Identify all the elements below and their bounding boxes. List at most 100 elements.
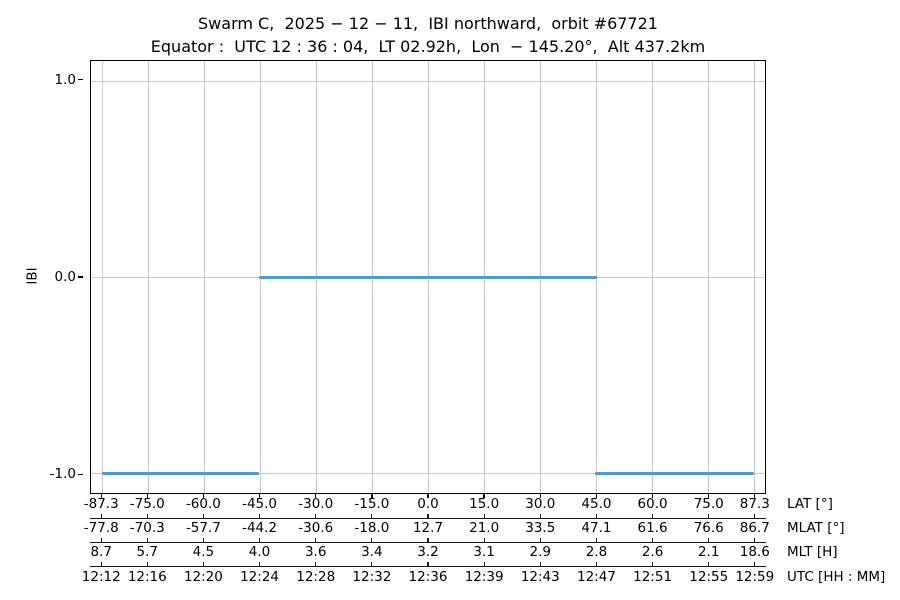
x-tick-label-mlt: 3.1 [473, 544, 495, 560]
x-tick-mark-mlt [315, 538, 317, 542]
x-tick-mark-mlat [483, 514, 485, 518]
x-tick-label-lat: 0.0 [417, 496, 439, 512]
x-tick-mark-mlat [427, 514, 429, 518]
x-tick-mark-lat [708, 494, 710, 498]
x-tick-mark-lat [100, 494, 102, 498]
axis-row-line-mlat [90, 518, 766, 519]
x-tick-label-mlat: 12.7 [412, 520, 444, 536]
axis-row-caption-mlt: MLT [H] [787, 544, 838, 560]
x-tick-label-utc: 12:39 [464, 569, 504, 585]
x-tick-mark-mlat [100, 514, 102, 518]
axis-row-caption-mlat: MLAT [°] [787, 520, 845, 536]
x-tick-mark-mlt [754, 538, 756, 542]
x-tick-mark-mlt [595, 538, 598, 542]
x-tick-mark-mlat [146, 514, 148, 518]
x-tick-mark-mlt [427, 538, 429, 542]
x-tick-label-mlt: 3.2 [417, 544, 439, 560]
y-tick-mark [78, 276, 83, 278]
x-tick-label-mlat: -77.8 [83, 520, 119, 536]
x-tick-label-utc: 12:43 [520, 569, 560, 585]
x-tick-mark-mlt [371, 538, 373, 542]
ibi-line-segment [102, 471, 260, 475]
x-tick-mark-mlt [258, 538, 261, 542]
y-tick-mark [78, 79, 83, 81]
x-tick-label-utc: 12:47 [576, 569, 616, 585]
x-tick-mark-utc [651, 562, 654, 566]
x-tick-label-lat: -75.0 [129, 496, 165, 512]
x-tick-mark-mlat [708, 514, 710, 518]
x-tick-label-mlat: 86.7 [739, 520, 770, 536]
x-tick-label-utc: 12:36 [408, 569, 448, 585]
x-tick-label-mlat: 76.6 [693, 520, 724, 536]
x-tick-label-mlat: 47.1 [581, 520, 612, 536]
x-tick-label-mlt: 3.6 [304, 544, 327, 560]
x-tick-mark-mlat [595, 514, 598, 518]
x-tick-label-mlt: 2.9 [529, 544, 552, 560]
x-tick-mark-lat [539, 494, 541, 498]
x-tick-mark-utc [146, 562, 148, 566]
y-tick-label: 0.0 [54, 269, 76, 285]
x-tick-mark-lat [483, 494, 485, 498]
x-tick-label-utc: 12:51 [633, 569, 673, 585]
x-tick-mark-mlt [651, 538, 654, 542]
x-tick-label-mlat: -70.3 [129, 520, 165, 536]
x-tick-label-lat: -87.3 [83, 496, 119, 512]
x-tick-label-lat: 60.0 [637, 496, 668, 512]
axis-row-caption-utc: UTC [HH : MM] [787, 569, 886, 585]
axis-row-line-mlt [90, 542, 766, 543]
x-tick-label-lat: 87.3 [739, 496, 770, 512]
x-tick-mark-mlat [754, 514, 756, 518]
x-tick-label-mlat: 33.5 [525, 520, 556, 536]
x-tick-mark-utc [595, 562, 598, 566]
x-tick-label-utc: 12:24 [240, 569, 279, 585]
x-tick-mark-lat [315, 494, 317, 498]
x-tick-label-mlt: 4.5 [192, 544, 215, 560]
x-tick-mark-mlat [539, 514, 541, 518]
x-tick-mark-utc [427, 562, 429, 566]
x-tick-mark-lat [754, 494, 756, 498]
x-tick-mark-lat [258, 494, 261, 498]
x-tick-mark-utc [371, 562, 373, 566]
x-tick-label-utc: 12:20 [183, 569, 223, 585]
axis-row-line-utc [90, 566, 766, 567]
x-tick-label-mlat: 21.0 [469, 520, 500, 536]
x-tick-mark-lat [651, 494, 654, 498]
y-tick-label: 1.0 [54, 71, 76, 88]
x-tick-mark-mlt [708, 538, 710, 542]
y-tick-label: -1.0 [49, 466, 76, 483]
y-gridline [91, 80, 765, 82]
x-tick-label-mlat: -30.6 [298, 520, 334, 536]
x-tick-mark-lat [371, 494, 373, 498]
chart-subtitle: Equator : UTC 12 : 36 : 04, LT 02.92h, L… [150, 37, 706, 56]
x-tick-label-lat: -45.0 [242, 496, 278, 512]
x-tick-label-lat: 45.0 [581, 496, 612, 512]
x-tick-label-lat: 75.0 [693, 496, 724, 512]
x-tick-label-mlt: 8.7 [90, 544, 112, 560]
x-tick-mark-mlt [146, 538, 148, 542]
x-tick-mark-mlat [258, 514, 261, 518]
axis-row-caption-lat: LAT [°] [787, 496, 833, 512]
x-tick-mark-utc [708, 562, 710, 566]
x-tick-label-utc: 12:28 [296, 569, 336, 585]
x-tick-mark-utc [258, 562, 261, 566]
y-gridline [91, 473, 765, 475]
x-tick-mark-mlt [202, 538, 204, 542]
x-tick-label-mlt: 4.0 [248, 544, 271, 560]
x-tick-label-lat: 15.0 [469, 496, 500, 512]
plot-area [90, 60, 766, 494]
x-tick-label-mlat: 61.6 [637, 520, 668, 536]
x-tick-mark-utc [315, 562, 317, 566]
x-tick-mark-mlt [483, 538, 485, 542]
x-tick-mark-utc [202, 562, 204, 566]
x-tick-mark-utc [483, 562, 485, 566]
x-tick-label-lat: -15.0 [354, 496, 390, 512]
x-tick-label-mlat: -18.0 [354, 520, 390, 536]
x-tick-label-lat: -30.0 [298, 496, 334, 512]
x-tick-mark-utc [100, 562, 102, 566]
x-tick-label-mlt: 3.4 [361, 544, 383, 560]
x-tick-label-lat: -60.0 [185, 496, 221, 512]
x-tick-mark-mlat [315, 514, 317, 518]
x-tick-label-mlt: 2.8 [585, 544, 608, 560]
x-axis-rows: -87.3 -75.0 -60.0 -45.0 -30.0 -15.0 0.0 15.0 30.… [82, 494, 774, 594]
